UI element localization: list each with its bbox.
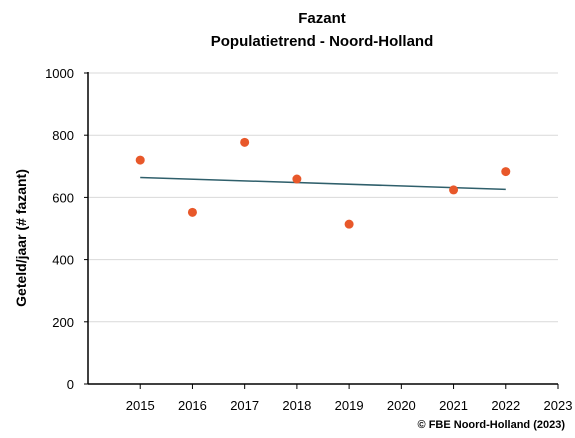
x-tick-labels: 2015 2016 2017 2018 2019 2020 2021 2022 2023 xyxy=(126,398,573,413)
data-point-2016 xyxy=(187,207,197,217)
data-point-2019 xyxy=(344,219,354,229)
y-tick-label: 1000 xyxy=(45,66,74,81)
y-tick-label: 800 xyxy=(52,128,74,143)
data-point-2017 xyxy=(240,137,250,147)
y-tick-label: 0 xyxy=(67,377,74,392)
x-tick-label: 2020 xyxy=(387,398,416,413)
trend-line xyxy=(140,176,506,191)
data-points xyxy=(135,137,511,229)
trend-line-group xyxy=(140,176,506,191)
grid-lines xyxy=(88,72,558,323)
x-tick-label: 2015 xyxy=(126,398,155,413)
y-tick-labels: 0 200 400 600 800 1000 xyxy=(45,66,74,392)
data-point-2022 xyxy=(501,167,511,177)
x-tick-label: 2021 xyxy=(439,398,468,413)
chart-subtitle: Populatietrend - Noord-Holland xyxy=(211,33,434,50)
chart-title: Fazant xyxy=(298,10,346,27)
credit-label: © FBE Noord-Holland (2023) xyxy=(418,419,566,431)
data-point-2018 xyxy=(292,174,302,184)
x-tick-label: 2023 xyxy=(544,398,573,413)
y-axis-label: Geteld/jaar (# fazant) xyxy=(13,169,29,307)
y-tick-label: 200 xyxy=(52,315,74,330)
data-point-2015 xyxy=(135,155,145,165)
x-tick-label: 2022 xyxy=(491,398,520,413)
x-tick-label: 2016 xyxy=(178,398,207,413)
axes xyxy=(84,72,559,389)
x-tick-label: 2017 xyxy=(230,398,259,413)
y-tick-label: 600 xyxy=(52,190,74,205)
data-point-2021 xyxy=(449,185,459,195)
x-tick-label: 2018 xyxy=(282,398,311,413)
x-tick-label: 2019 xyxy=(335,398,364,413)
y-tick-label: 400 xyxy=(52,253,74,268)
